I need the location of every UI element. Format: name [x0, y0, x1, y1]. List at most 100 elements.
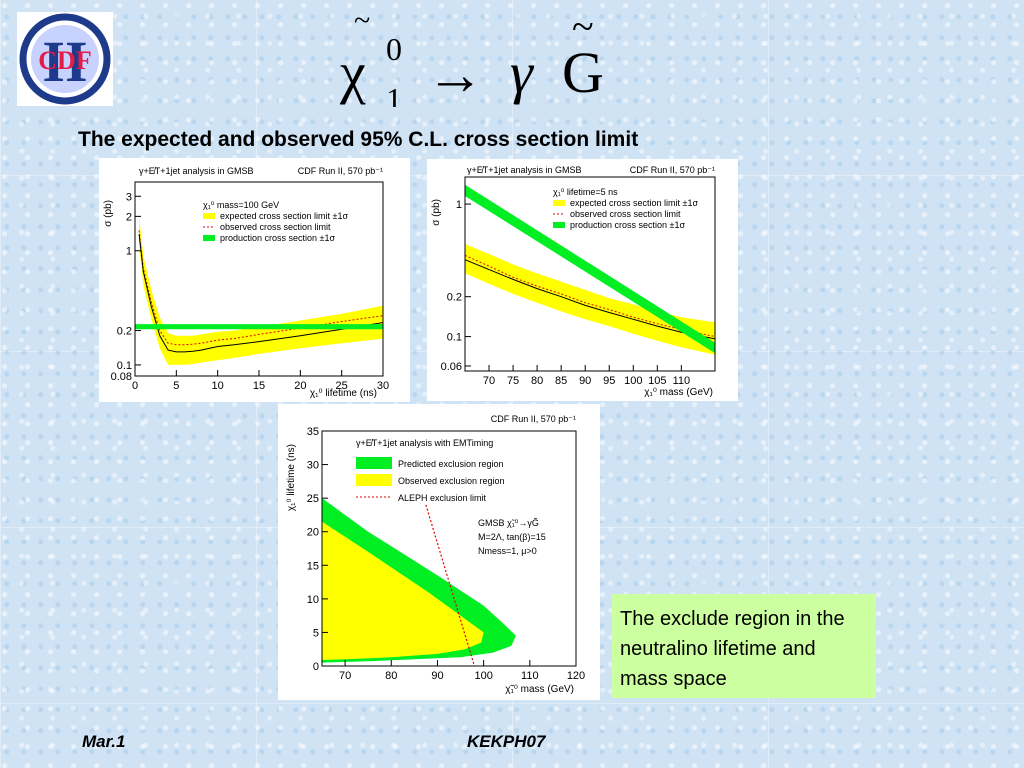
title-chi: χ — [340, 40, 366, 105]
y-tick-label: 0.06 — [441, 361, 462, 373]
section-heading: The expected and observed 95% C.L. cross… — [78, 128, 639, 151]
plot-frame — [321, 430, 577, 667]
footer-date: Mar.1 — [82, 732, 126, 751]
legend-label: production cross section ±1σ — [570, 220, 685, 230]
y-tick-label: 0 — [313, 661, 319, 673]
x-tick-label: 30 — [377, 380, 389, 392]
x-tick-label: 90 — [431, 670, 443, 682]
legend-label: Observed exclusion region — [398, 476, 505, 486]
legend-swatch — [203, 213, 215, 219]
y-tick-label: 0.2 — [447, 292, 462, 304]
x-axis-label: χ₁⁰ mass (GeV) — [644, 387, 713, 398]
x-tick-label: 80 — [385, 670, 397, 682]
x-tick-label: 90 — [579, 375, 591, 387]
x-tick-label: 5 — [173, 380, 179, 392]
page-title: χ ~ 0 1 → γ G ~ — [339, 4, 630, 117]
model-parameters-text: Nmess=1, μ>0 — [478, 546, 537, 556]
legend-swatch — [553, 200, 565, 206]
plot-frame — [464, 176, 716, 372]
series-median-line — [138, 234, 384, 353]
x-axis-label: χ̃₁⁰ mass (GeV) — [505, 684, 574, 695]
x-tick-label: 95 — [603, 375, 615, 387]
legend-label: observed cross section limit — [570, 209, 681, 219]
legend-swatch — [553, 222, 565, 228]
x-tick-label: 70 — [483, 375, 495, 387]
plot-run-label: CDF Run II, 570 pb⁻¹ — [491, 414, 576, 424]
plot-run-label: CDF Run II, 570 pb⁻¹ — [298, 166, 383, 176]
x-tick-label: 15 — [253, 380, 265, 392]
legend-swatch — [356, 457, 392, 469]
logo-disc — [31, 25, 99, 93]
y-tick-label: 1 — [456, 199, 462, 211]
logo-ring — [19, 13, 111, 105]
y-tick-label: 5 — [313, 627, 319, 639]
title-gamma: γ — [510, 40, 535, 105]
series-observed-cross-section-limit-line — [138, 230, 384, 346]
legend-label: ALEPH exclusion limit — [398, 493, 487, 503]
plot-run-label: CDF Run II, 570 pb⁻¹ — [630, 165, 715, 175]
y-tick-label: 25 — [307, 493, 319, 505]
series-production-cross-section-1-band — [465, 184, 715, 354]
legend-label: observed cross section limit — [220, 222, 331, 232]
legend-header: χ₁⁰ mass=100 GeV — [203, 200, 279, 210]
x-tick-label: 105 — [648, 375, 666, 387]
title-arrow: → — [426, 42, 484, 107]
y-tick-label: 15 — [307, 560, 319, 572]
x-tick-label: 10 — [212, 380, 224, 392]
series-median-line — [464, 259, 716, 340]
model-parameters-text: M=2Λ, tan(β)=15 — [478, 532, 546, 542]
title-tilde-chi: ~ — [354, 12, 370, 37]
y-axis-label: χ₁⁰ lifetime (ns) — [286, 444, 297, 511]
x-tick-label: 0 — [132, 380, 138, 392]
x-tick-label: 100 — [474, 670, 492, 682]
title-chi-sup: 0 — [386, 31, 402, 67]
series-aleph-exclusion-limit-line — [425, 504, 475, 667]
legend-swatch — [356, 474, 392, 486]
legend-header: χ₁⁰ lifetime=5 ns — [553, 187, 618, 197]
cdf-logo: II CDF — [17, 12, 113, 106]
x-tick-label: 110 — [521, 670, 539, 682]
model-parameters-text: GMSB χ̃₁⁰→γG̃ — [478, 518, 539, 528]
y-tick-label: 0.08 — [111, 371, 132, 383]
x-tick-label: 80 — [531, 375, 543, 387]
y-tick-label: 10 — [307, 594, 319, 606]
title-gravitino: G — [562, 40, 604, 105]
plot-analysis-label: γ+E̸T+1jet analysis with EMTiming — [356, 438, 493, 448]
x-tick-label: 75 — [507, 375, 519, 387]
x-tick-label: 110 — [673, 375, 691, 387]
x-tick-label: 120 — [567, 670, 585, 682]
y-tick-label: 2 — [126, 211, 132, 223]
x-tick-label: 100 — [624, 375, 642, 387]
logo-text: CDF — [38, 46, 91, 75]
y-tick-label: 3 — [126, 191, 132, 203]
y-tick-label: 1 — [126, 246, 132, 258]
title-chi-sub: 1 — [386, 81, 402, 107]
y-tick-label: 0.1 — [117, 360, 132, 372]
series-observed-exclusion-region-area — [322, 521, 484, 660]
x-tick-label: 20 — [294, 380, 306, 392]
logo-numeral: II — [42, 29, 87, 94]
series-production-cross-section-1-band — [135, 324, 383, 330]
legend-label: Predicted exclusion region — [398, 459, 504, 469]
x-tick-label: 25 — [336, 380, 348, 392]
footer-event: KEKPH07 — [467, 732, 546, 751]
y-axis-label: σ (pb) — [431, 199, 442, 226]
series-expected-cross-section-limit-1-band — [465, 244, 715, 355]
y-tick-label: 30 — [307, 460, 319, 472]
plot-analysis-label: γ+E̸T+1jet analysis in GMSB — [467, 165, 582, 175]
legend-swatch — [203, 235, 215, 241]
legend-label: expected cross section limit ±1σ — [570, 198, 698, 208]
legend-label: production cross section ±1σ — [220, 233, 335, 243]
series-observed-cross-section-limit-line — [464, 254, 716, 338]
x-axis-label: χ₁⁰ lifetime (ns) — [310, 388, 377, 399]
cross-section-vs-lifetime-plot: 0 5 10 15 20 25 30 0.08 0.1 0.2 1 2 3 γ+E̸T+1jet anal… — [99, 158, 410, 402]
legend-label: expected cross section limit ±1σ — [220, 211, 348, 221]
y-tick-label: 0.1 — [447, 332, 462, 344]
title-tilde-g: ~ — [572, 12, 594, 49]
x-tick-label: 70 — [339, 670, 351, 682]
y-tick-label: 0.2 — [117, 326, 132, 338]
y-axis-label: σ (pb) — [103, 200, 114, 227]
exclusion-region-plot: 70 80 90 100 110 120 0 5 10 15 20 25 30 35 CDF Run II,… — [278, 404, 600, 700]
explanation-note: The exclude region in the neutralino lif… — [612, 594, 876, 698]
y-tick-label: 20 — [307, 527, 319, 539]
